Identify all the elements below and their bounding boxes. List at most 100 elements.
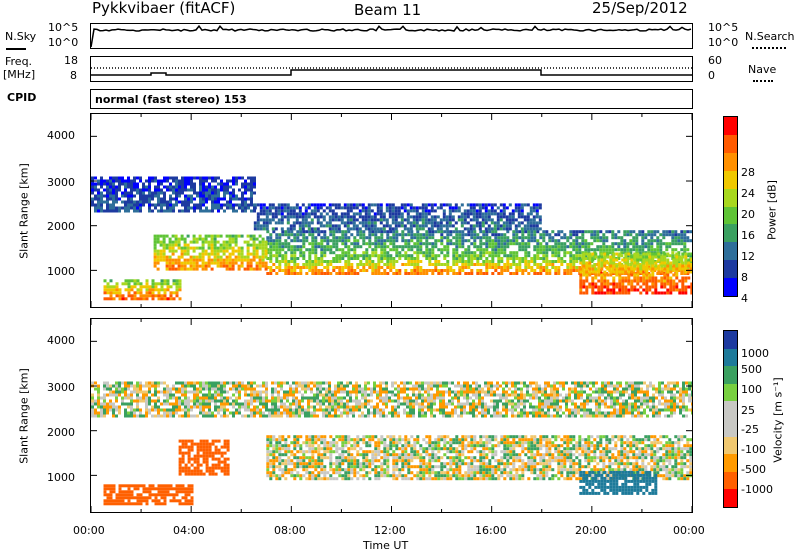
cell: [599, 453, 603, 457]
cell: [590, 236, 594, 240]
cell: [442, 218, 446, 222]
cell: [241, 206, 244, 210]
cell: [437, 269, 441, 272]
cell: [380, 471, 384, 475]
cell: [539, 248, 543, 252]
cell: [335, 435, 339, 439]
cell: [533, 248, 537, 252]
cell: [578, 242, 582, 246]
cell: [493, 203, 497, 207]
cell: [371, 266, 375, 269]
cell: [255, 261, 259, 265]
cell: [314, 477, 318, 481]
cell: [506, 230, 510, 234]
cell: [234, 261, 238, 265]
cell: [214, 206, 217, 210]
cell: [280, 212, 284, 216]
cell: [521, 444, 525, 448]
cell: [548, 263, 552, 266]
cell: [521, 468, 525, 472]
cell: [434, 254, 438, 258]
cell: [569, 438, 573, 442]
cell: [379, 212, 383, 216]
cell: [527, 444, 531, 448]
cell: [124, 194, 127, 198]
cell: [151, 294, 155, 298]
cell: [428, 444, 432, 448]
cell: [614, 468, 618, 472]
cell: [394, 221, 398, 225]
cell: [496, 206, 500, 210]
cell: [296, 263, 300, 266]
cell: [266, 459, 270, 463]
cell: [515, 456, 519, 460]
cell: [166, 200, 169, 204]
cell: [440, 242, 444, 246]
cell: [368, 236, 372, 240]
cell: [148, 197, 151, 201]
cell: [524, 251, 528, 255]
cell: [228, 255, 232, 259]
cell: [353, 272, 357, 275]
cell: [373, 203, 377, 207]
cell: [520, 227, 524, 231]
cell: [241, 209, 244, 213]
cell: [478, 206, 482, 210]
cell: [500, 471, 504, 475]
cell: [142, 285, 146, 289]
cell: [261, 237, 265, 241]
cell: [186, 246, 190, 250]
cell: [600, 279, 604, 283]
cell: [362, 459, 366, 463]
cell: [515, 468, 519, 472]
cell: [368, 233, 372, 237]
cell: [352, 218, 356, 222]
cell: [207, 255, 211, 259]
cell: [422, 269, 426, 272]
cell: [247, 206, 250, 210]
cell: [259, 206, 263, 210]
cell: [234, 249, 238, 253]
cell: [529, 224, 533, 228]
cell: [410, 236, 414, 240]
cell: [671, 236, 675, 240]
cell: [228, 246, 232, 250]
cell: [614, 447, 618, 451]
cell: [272, 474, 276, 478]
cell: [112, 194, 115, 198]
cell: [472, 218, 476, 222]
cell: [332, 245, 336, 249]
cell: [415, 224, 419, 228]
cell: [323, 453, 327, 457]
cell: [440, 269, 444, 272]
cell: [112, 185, 115, 189]
cell: [545, 474, 549, 478]
cell: [440, 462, 444, 466]
cell: [266, 248, 270, 252]
cell: [445, 218, 449, 222]
cell: [338, 260, 342, 263]
cell: [250, 185, 253, 189]
cell: [665, 248, 669, 252]
cell: [169, 194, 172, 198]
cell: [620, 248, 624, 252]
cell: [581, 444, 585, 448]
cell: [178, 188, 181, 192]
cell: [156, 258, 160, 262]
cell: [686, 236, 690, 240]
cell: [331, 203, 335, 207]
cell: [386, 272, 390, 275]
cell: [308, 248, 312, 252]
cell: [434, 474, 438, 478]
cell: [584, 239, 588, 243]
cell: [385, 218, 389, 222]
cell: [497, 474, 501, 478]
cell: [329, 465, 333, 469]
cell: [503, 447, 507, 451]
cell: [615, 270, 619, 274]
cell: [142, 185, 145, 189]
cell: [392, 257, 396, 260]
cell: [512, 468, 516, 472]
cell: [183, 243, 187, 247]
cell: [231, 240, 235, 244]
